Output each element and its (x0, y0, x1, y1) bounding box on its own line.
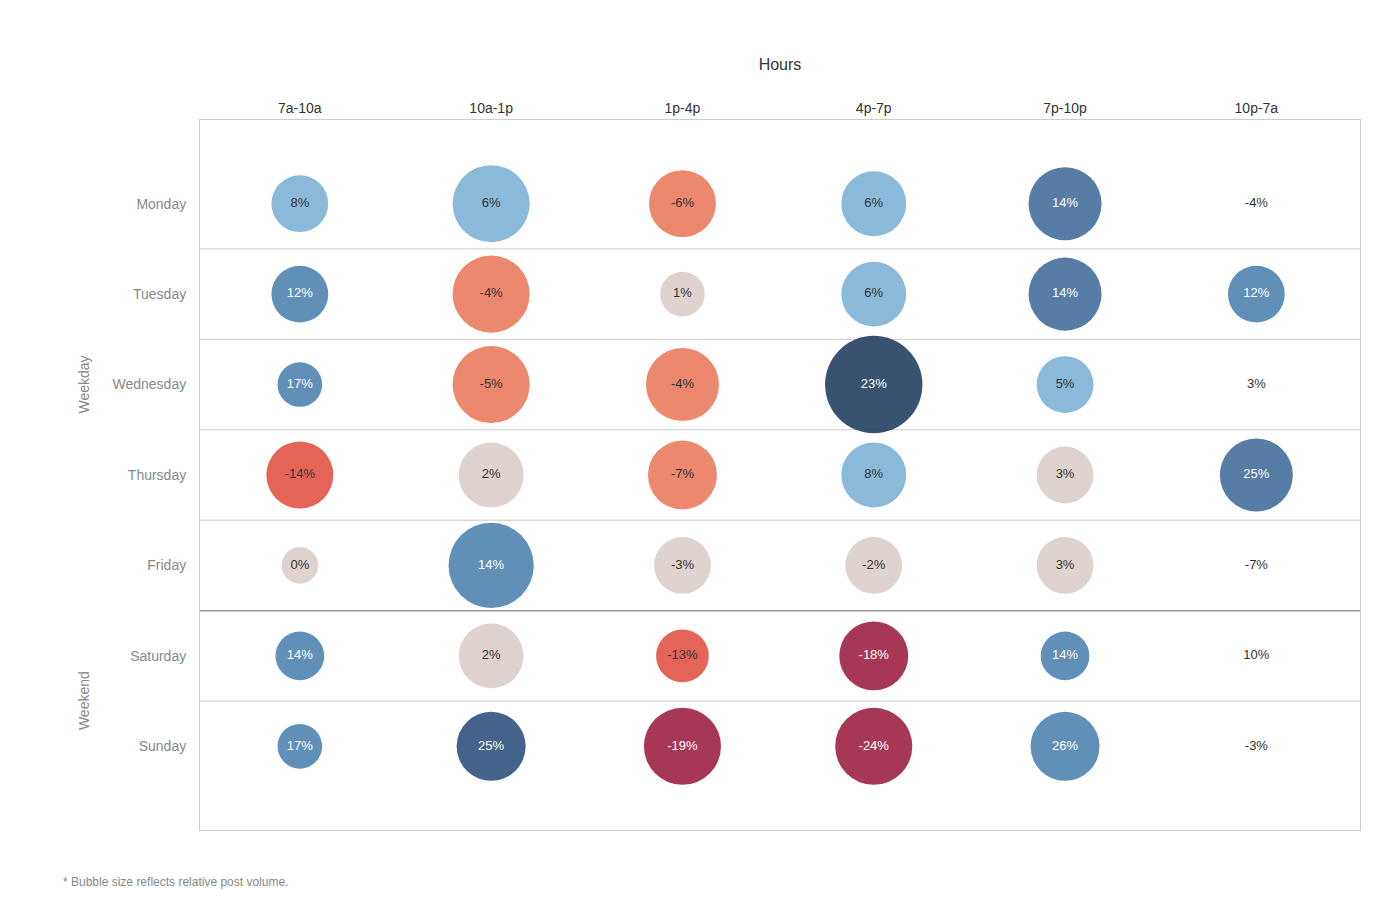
svg-text:Sunday: Sunday (139, 738, 186, 754)
svg-text:5%: 5% (1056, 376, 1075, 391)
svg-text:10a-1p: 10a-1p (469, 100, 513, 116)
svg-text:3%: 3% (1247, 376, 1266, 391)
svg-text:-14%: -14% (285, 466, 316, 481)
svg-text:-13%: -13% (667, 647, 698, 662)
svg-text:Tuesday: Tuesday (133, 286, 186, 302)
svg-text:Wednesday: Wednesday (113, 376, 187, 392)
svg-text:6%: 6% (482, 195, 501, 210)
svg-text:-4%: -4% (1245, 195, 1269, 210)
svg-text:4p-7p: 4p-7p (856, 100, 892, 116)
svg-text:-24%: -24% (859, 738, 890, 753)
svg-text:17%: 17% (287, 738, 313, 753)
svg-text:-2%: -2% (862, 557, 886, 572)
svg-text:7a-10a: 7a-10a (278, 100, 322, 116)
svg-text:-3%: -3% (671, 557, 695, 572)
svg-text:3%: 3% (1056, 557, 1075, 572)
svg-text:-18%: -18% (859, 647, 890, 662)
svg-text:14%: 14% (1052, 647, 1078, 662)
svg-text:Saturday: Saturday (130, 648, 186, 664)
svg-text:23%: 23% (861, 376, 887, 391)
svg-text:14%: 14% (287, 647, 313, 662)
svg-text:Weekend: Weekend (76, 671, 92, 730)
svg-text:-4%: -4% (671, 376, 695, 391)
svg-text:-19%: -19% (667, 738, 698, 753)
svg-text:Friday: Friday (147, 557, 186, 573)
svg-text:-3%: -3% (1245, 738, 1269, 753)
svg-text:* Bubble size reflects relativ: * Bubble size reflects relative post vol… (63, 875, 288, 889)
svg-text:8%: 8% (290, 195, 309, 210)
svg-text:-5%: -5% (480, 376, 504, 391)
svg-text:-6%: -6% (671, 195, 695, 210)
svg-text:12%: 12% (1243, 285, 1269, 300)
svg-text:14%: 14% (478, 557, 504, 572)
svg-text:12%: 12% (287, 285, 313, 300)
svg-text:2%: 2% (482, 647, 501, 662)
svg-text:6%: 6% (864, 195, 883, 210)
svg-text:Weekday: Weekday (76, 355, 92, 413)
svg-text:6%: 6% (864, 285, 883, 300)
svg-text:1p-4p: 1p-4p (665, 100, 701, 116)
svg-text:26%: 26% (1052, 738, 1078, 753)
svg-text:3%: 3% (1056, 466, 1075, 481)
svg-text:17%: 17% (287, 376, 313, 391)
svg-text:-7%: -7% (671, 466, 695, 481)
svg-text:1%: 1% (673, 285, 692, 300)
svg-text:10%: 10% (1243, 647, 1269, 662)
svg-text:25%: 25% (478, 738, 504, 753)
svg-text:2%: 2% (482, 466, 501, 481)
svg-text:8%: 8% (864, 466, 883, 481)
svg-text:10p-7a: 10p-7a (1235, 100, 1279, 116)
svg-text:14%: 14% (1052, 285, 1078, 300)
svg-text:25%: 25% (1243, 466, 1269, 481)
svg-text:0%: 0% (290, 557, 309, 572)
svg-text:7p-10p: 7p-10p (1043, 100, 1087, 116)
svg-text:-4%: -4% (480, 285, 504, 300)
svg-text:Hours: Hours (759, 56, 802, 73)
svg-text:Monday: Monday (136, 196, 186, 212)
svg-text:Thursday: Thursday (128, 467, 186, 483)
svg-text:14%: 14% (1052, 195, 1078, 210)
svg-text:-7%: -7% (1245, 557, 1269, 572)
